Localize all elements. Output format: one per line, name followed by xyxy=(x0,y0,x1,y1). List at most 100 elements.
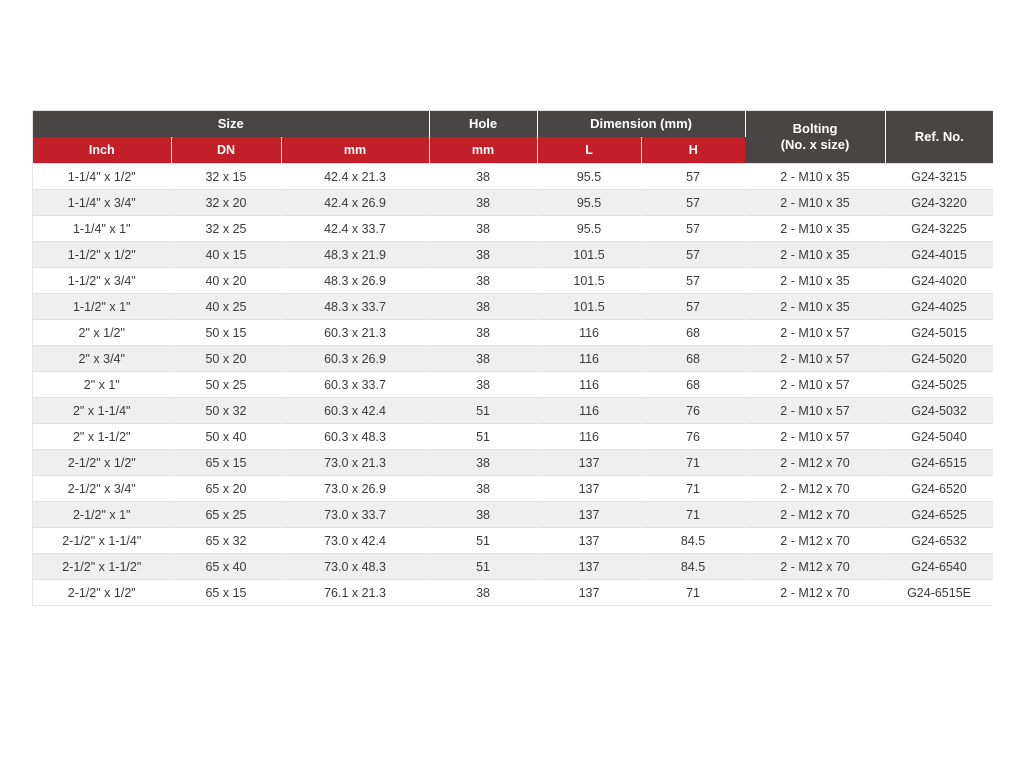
cell-inch: 1-1/2" x 1" xyxy=(33,294,171,320)
cell-inch: 2" x 1-1/4" xyxy=(33,398,171,424)
cell-hole_mm: 38 xyxy=(429,476,537,502)
cell-bolting: 2 - M10 x 57 xyxy=(745,398,885,424)
cell-h: 57 xyxy=(641,242,745,268)
cell-mm: 60.3 x 48.3 xyxy=(281,424,429,450)
cell-h: 71 xyxy=(641,580,745,606)
cell-dn: 65 x 25 xyxy=(171,502,281,528)
table-row: 1-1/4" x 1"32 x 2542.4 x 33.73895.5572 -… xyxy=(33,216,993,242)
cell-h: 57 xyxy=(641,216,745,242)
cell-dn: 50 x 20 xyxy=(171,346,281,372)
table-row: 2-1/2" x 1-1/4"65 x 3273.0 x 42.45113784… xyxy=(33,528,993,554)
cell-mm: 60.3 x 21.3 xyxy=(281,320,429,346)
cell-l: 137 xyxy=(537,554,641,580)
cell-dn: 50 x 40 xyxy=(171,424,281,450)
cell-ref: G24-6532 xyxy=(885,528,993,554)
cell-dn: 40 x 20 xyxy=(171,268,281,294)
cell-hole_mm: 38 xyxy=(429,346,537,372)
table-row: 2" x 3/4"50 x 2060.3 x 26.938116682 - M1… xyxy=(33,346,993,372)
cell-bolting: 2 - M10 x 35 xyxy=(745,268,885,294)
cell-mm: 48.3 x 26.9 xyxy=(281,268,429,294)
cell-h: 71 xyxy=(641,502,745,528)
cell-ref: G24-5032 xyxy=(885,398,993,424)
cell-l: 116 xyxy=(537,320,641,346)
cell-hole_mm: 38 xyxy=(429,190,537,216)
cell-ref: G24-3225 xyxy=(885,216,993,242)
cell-l: 116 xyxy=(537,372,641,398)
cell-mm: 76.1 x 21.3 xyxy=(281,580,429,606)
cell-mm: 60.3 x 42.4 xyxy=(281,398,429,424)
cell-inch: 2-1/2" x 1/2" xyxy=(33,580,171,606)
subheader-hole-mm: mm xyxy=(429,137,537,164)
cell-h: 57 xyxy=(641,268,745,294)
cell-hole_mm: 38 xyxy=(429,372,537,398)
cell-ref: G24-6515 xyxy=(885,450,993,476)
subheader-mm: mm xyxy=(281,137,429,164)
cell-hole_mm: 51 xyxy=(429,398,537,424)
cell-dn: 65 x 40 xyxy=(171,554,281,580)
cell-dn: 50 x 32 xyxy=(171,398,281,424)
cell-ref: G24-5020 xyxy=(885,346,993,372)
table-row: 2-1/2" x 1/2"65 x 1576.1 x 21.338137712 … xyxy=(33,580,993,606)
cell-l: 137 xyxy=(537,476,641,502)
cell-inch: 2" x 1" xyxy=(33,372,171,398)
cell-inch: 2" x 3/4" xyxy=(33,346,171,372)
cell-bolting: 2 - M10 x 35 xyxy=(745,242,885,268)
table-row: 2" x 1"50 x 2560.3 x 33.738116682 - M10 … xyxy=(33,372,993,398)
cell-l: 101.5 xyxy=(537,294,641,320)
cell-dn: 65 x 20 xyxy=(171,476,281,502)
cell-mm: 42.4 x 33.7 xyxy=(281,216,429,242)
cell-mm: 73.0 x 48.3 xyxy=(281,554,429,580)
cell-bolting: 2 - M10 x 57 xyxy=(745,372,885,398)
cell-bolting: 2 - M10 x 35 xyxy=(745,216,885,242)
cell-mm: 73.0 x 33.7 xyxy=(281,502,429,528)
cell-l: 101.5 xyxy=(537,242,641,268)
cell-ref: G24-6525 xyxy=(885,502,993,528)
table-row: 1-1/2" x 3/4"40 x 2048.3 x 26.938101.557… xyxy=(33,268,993,294)
cell-h: 57 xyxy=(641,294,745,320)
cell-h: 76 xyxy=(641,398,745,424)
spec-table-body: 1-1/4" x 1/2"32 x 1542.4 x 21.33895.5572… xyxy=(33,164,993,606)
cell-l: 137 xyxy=(537,502,641,528)
cell-dn: 65 x 15 xyxy=(171,580,281,606)
cell-bolting: 2 - M12 x 70 xyxy=(745,476,885,502)
table-row: 1-1/2" x 1"40 x 2548.3 x 33.738101.5572 … xyxy=(33,294,993,320)
cell-inch: 1-1/2" x 1/2" xyxy=(33,242,171,268)
cell-bolting: 2 - M12 x 70 xyxy=(745,580,885,606)
cell-bolting: 2 - M12 x 70 xyxy=(745,554,885,580)
cell-l: 101.5 xyxy=(537,268,641,294)
cell-hole_mm: 38 xyxy=(429,216,537,242)
cell-mm: 42.4 x 26.9 xyxy=(281,190,429,216)
cell-h: 84.5 xyxy=(641,528,745,554)
cell-hole_mm: 38 xyxy=(429,502,537,528)
cell-bolting: 2 - M12 x 70 xyxy=(745,528,885,554)
cell-l: 137 xyxy=(537,528,641,554)
cell-l: 95.5 xyxy=(537,190,641,216)
cell-hole_mm: 51 xyxy=(429,528,537,554)
cell-h: 68 xyxy=(641,320,745,346)
cell-inch: 2" x 1/2" xyxy=(33,320,171,346)
cell-ref: G24-4015 xyxy=(885,242,993,268)
cell-h: 76 xyxy=(641,424,745,450)
cell-bolting: 2 - M12 x 70 xyxy=(745,502,885,528)
cell-inch: 2" x 1-1/2" xyxy=(33,424,171,450)
cell-mm: 60.3 x 33.7 xyxy=(281,372,429,398)
table-row: 1-1/4" x 3/4"32 x 2042.4 x 26.93895.5572… xyxy=(33,190,993,216)
cell-bolting: 2 - M10 x 57 xyxy=(745,424,885,450)
cell-l: 137 xyxy=(537,450,641,476)
subheader-inch: Inch xyxy=(33,137,171,164)
cell-mm: 73.0 x 42.4 xyxy=(281,528,429,554)
cell-dn: 50 x 25 xyxy=(171,372,281,398)
cell-inch: 2-1/2" x 1-1/2" xyxy=(33,554,171,580)
cell-bolting: 2 - M10 x 35 xyxy=(745,190,885,216)
cell-h: 68 xyxy=(641,346,745,372)
cell-ref: G24-5015 xyxy=(885,320,993,346)
cell-hole_mm: 38 xyxy=(429,580,537,606)
table-row: 2-1/2" x 1"65 x 2573.0 x 33.738137712 - … xyxy=(33,502,993,528)
cell-ref: G24-3215 xyxy=(885,164,993,190)
cell-ref: G24-5040 xyxy=(885,424,993,450)
table-row: 1-1/2" x 1/2"40 x 1548.3 x 21.938101.557… xyxy=(33,242,993,268)
spec-table: Size Hole Dimension (mm) Bolting (No. x … xyxy=(33,111,994,605)
cell-h: 57 xyxy=(641,164,745,190)
cell-l: 116 xyxy=(537,398,641,424)
cell-ref: G24-5025 xyxy=(885,372,993,398)
